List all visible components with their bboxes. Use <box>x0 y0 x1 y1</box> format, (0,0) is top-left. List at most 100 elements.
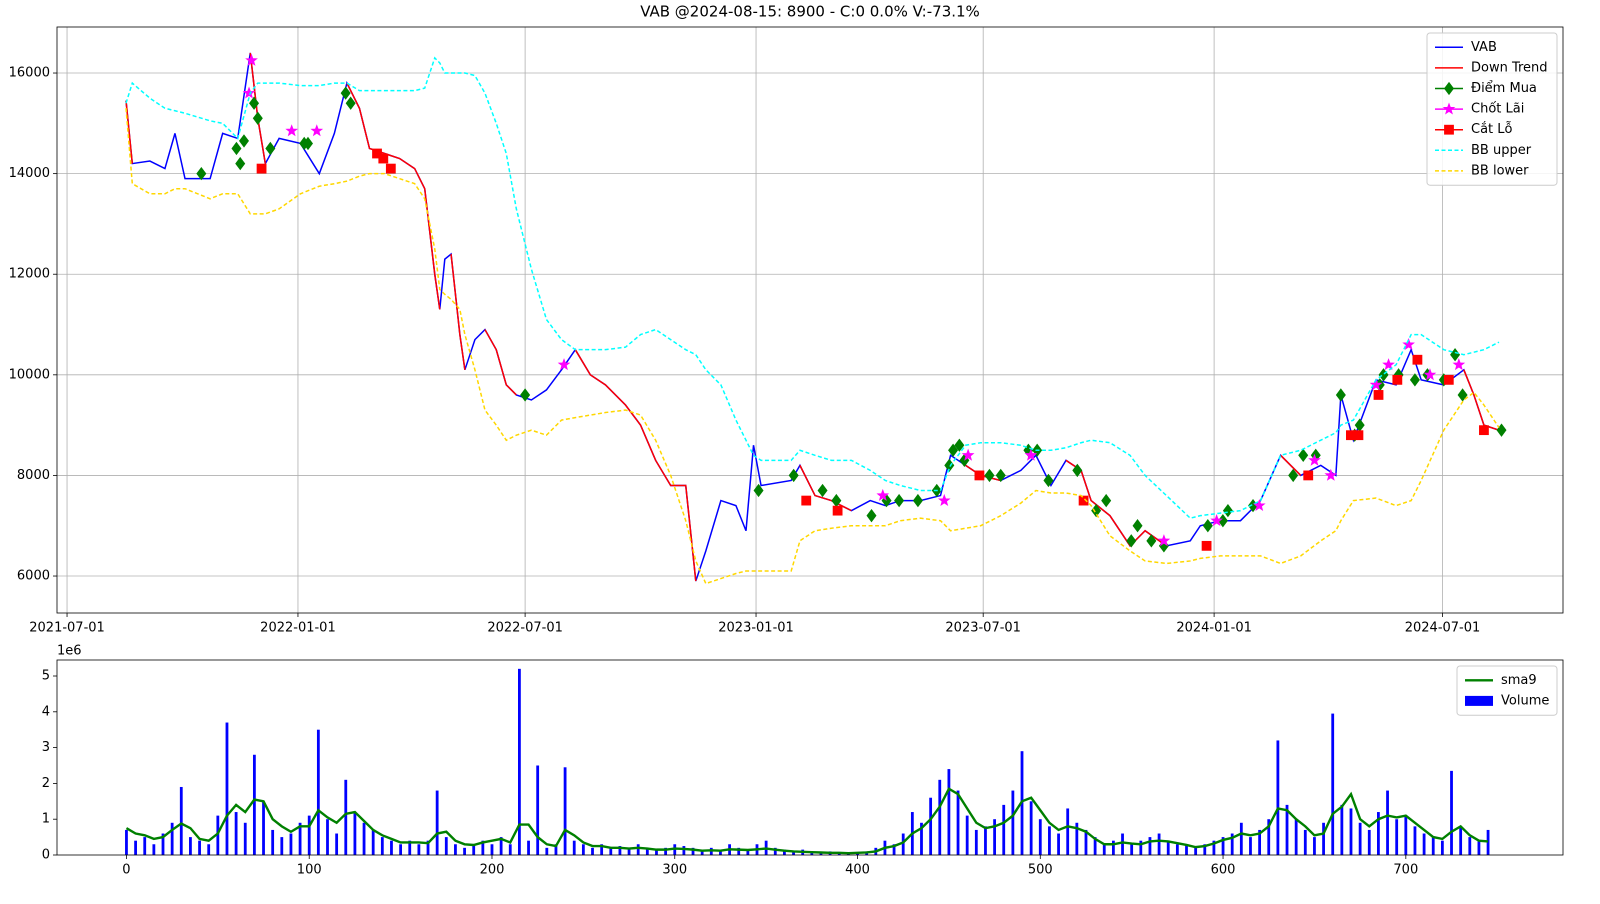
marker-diamond <box>866 509 877 523</box>
marker-square <box>1078 495 1089 506</box>
x-tick-label: 300 <box>662 863 687 878</box>
bar <box>1093 837 1097 855</box>
x-tick-label: 400 <box>845 863 870 878</box>
bar <box>993 819 996 855</box>
bar <box>901 833 905 855</box>
marker-diamond <box>1101 493 1112 508</box>
bar <box>572 840 576 855</box>
x-tick-label: 0 <box>122 863 130 878</box>
marker-star <box>1308 453 1321 466</box>
bar <box>1431 837 1435 855</box>
marker-star <box>1402 338 1415 351</box>
bar <box>682 846 686 855</box>
axes-frame <box>56 26 1564 614</box>
marker-square <box>1303 470 1314 481</box>
x-tick-label: 500 <box>1028 863 1053 878</box>
bar <box>344 779 348 855</box>
bar <box>380 837 384 855</box>
y-tick-label: 10000 <box>9 367 50 382</box>
axes-frame <box>56 659 1564 856</box>
bar <box>965 815 969 855</box>
bar <box>974 829 978 855</box>
bar <box>362 822 366 855</box>
bar <box>499 837 503 855</box>
marker-star <box>1369 378 1383 391</box>
bar <box>1194 847 1198 855</box>
bar <box>1313 837 1316 855</box>
marker-diamond <box>249 96 260 110</box>
legend-label: VAB <box>1471 40 1497 55</box>
x-tick-label: 600 <box>1211 863 1236 878</box>
marker-star <box>961 448 975 461</box>
marker-square <box>801 495 812 506</box>
bar <box>1066 808 1070 855</box>
bar <box>929 797 933 855</box>
bar <box>408 840 412 855</box>
bar <box>956 790 960 855</box>
marker-diamond <box>948 443 959 457</box>
bar <box>444 837 448 855</box>
plot-area <box>125 52 1507 585</box>
legend-label: Điểm Mua <box>1471 81 1537 96</box>
marker-square <box>256 163 267 174</box>
x-tick-label: 100 <box>297 863 322 878</box>
bar <box>225 722 229 855</box>
bar <box>1029 801 1033 855</box>
bar <box>508 844 512 855</box>
x-tick-label: 700 <box>1393 863 1418 878</box>
bar <box>481 840 485 855</box>
bar <box>700 849 704 855</box>
marker-star <box>242 86 256 99</box>
y-tick-label: 2 <box>42 776 50 791</box>
marker-star <box>1210 514 1223 527</box>
marker-diamond <box>265 141 276 156</box>
bar <box>1459 826 1463 855</box>
y-tick-label: 12000 <box>9 267 50 282</box>
bar <box>426 840 430 855</box>
bar <box>719 849 722 855</box>
marker-diamond <box>520 388 531 402</box>
bar <box>527 840 530 855</box>
marker-diamond <box>954 438 965 452</box>
bar <box>655 849 658 855</box>
bar <box>600 844 604 855</box>
bar <box>1148 837 1152 855</box>
marker-star <box>876 488 890 501</box>
marker-square <box>1444 124 1454 135</box>
bar <box>1267 819 1271 855</box>
bar <box>627 847 631 855</box>
marker-star <box>1382 358 1395 371</box>
marker-square <box>832 505 843 516</box>
chart-title: VAB @2024-08-15: 8900 - C:0 0.0% V:-73.1… <box>640 3 980 21</box>
bar <box>289 833 293 855</box>
bar <box>947 769 951 855</box>
marker-diamond <box>817 483 828 498</box>
y-tick-label: 3 <box>42 740 50 755</box>
marker-diamond <box>340 86 351 100</box>
bar <box>1340 804 1344 855</box>
series-line <box>125 787 1489 855</box>
bar <box>746 849 750 855</box>
bar <box>1230 833 1234 855</box>
bar <box>161 833 165 855</box>
bar <box>1440 840 1444 855</box>
marker-diamond <box>1222 503 1233 518</box>
x-tick-label: 2023-01-01 <box>718 621 794 636</box>
marker-square <box>372 148 382 159</box>
marker-star <box>1324 468 1338 481</box>
bar <box>399 844 403 855</box>
bar <box>435 790 439 855</box>
marker-diamond <box>1298 448 1309 462</box>
bar <box>1395 819 1399 855</box>
bar <box>1377 812 1380 855</box>
marker-square <box>385 163 396 174</box>
marker-diamond <box>984 468 995 483</box>
x-tick-label: 2022-07-01 <box>487 621 563 636</box>
bar <box>390 840 393 855</box>
bar <box>1249 837 1252 855</box>
marker-star <box>310 124 324 137</box>
y-tick-label: 0 <box>42 848 50 863</box>
bar <box>143 837 147 855</box>
